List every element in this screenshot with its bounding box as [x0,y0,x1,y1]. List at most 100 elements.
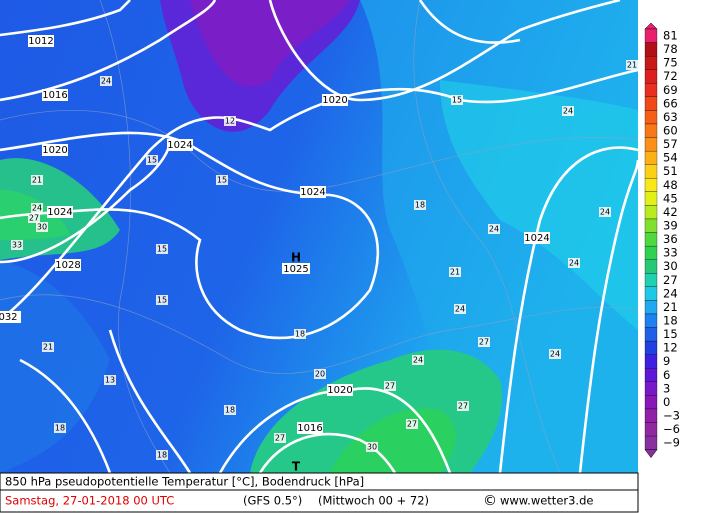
colorbar-label: 78 [663,42,678,56]
colorbar-swatch [644,164,658,179]
colorbar-swatch [644,300,658,315]
colorbar-swatch [644,218,658,233]
temp-label: 15 [452,96,462,105]
temp-label-bg [599,207,611,217]
temp-label-bg [384,381,396,391]
colorbar-label: 30 [663,259,678,273]
temp-label-bg [36,222,48,232]
temp-label-bg [412,355,424,365]
temp-label-bg [314,369,326,379]
temp-label: 18 [295,330,305,339]
isobar-label-bg [327,384,353,396]
colorbar-label: 66 [663,96,678,110]
isobar-label: 1020 [327,385,352,396]
isobar-label: 1012 [28,36,53,47]
temp-label: 24 [569,259,579,268]
temp-label-bg [414,200,426,210]
temp-label-bg [104,375,116,385]
colorbar-label: 60 [663,123,678,137]
temp-label-bg [156,295,168,305]
low-symbol: T [292,460,301,474]
temp-label: 24 [600,208,610,217]
colorbar-label: 45 [663,191,678,205]
colorbar-swatch [644,381,658,396]
colorbar-label: 75 [663,56,678,70]
temp-label: 18 [55,424,65,433]
colorbar-swatch [644,191,658,206]
isobar-label-bg [42,89,68,101]
footer-run: (Mittwoch 00 + 72) [318,494,429,508]
isobar-label: 1016 [42,90,67,101]
temp-label: 24 [550,350,560,359]
colorbar-swatch [644,273,658,287]
temp-label: 30 [37,223,47,232]
colorbar-label: 0 [663,395,670,409]
colorbar-label: 54 [663,151,678,165]
high-symbol: H [291,251,301,265]
temp-label: 27 [407,420,417,429]
colorbar-swatch [644,83,658,97]
colorbar-swatch [644,340,658,355]
colorbar-label: 42 [663,205,678,219]
temp-label: 15 [147,156,157,165]
temp-label-bg [626,60,638,70]
temp-label-bg [478,337,490,347]
colorbar-label: 36 [663,232,678,246]
footer-box [0,472,639,513]
temp-label-bg [549,349,561,359]
footer-copyright: © [483,493,497,509]
temp-label-bg [451,95,463,105]
colorbar-label: 69 [663,83,678,97]
temp-label-bg [224,405,236,415]
isobar-label-bg [297,422,323,434]
temp-label: 13 [105,376,115,385]
high-value: 1025 [283,264,308,275]
colorbar-label: 63 [663,110,678,124]
temp-label: 18 [415,201,425,210]
temp-label-bg [224,116,236,126]
temp-label-bg [31,175,43,185]
colorbar-label: −6 [663,422,680,436]
footer-title: 850 hPa pseudopotentielle Temperatur [°C… [5,475,364,489]
colorbar-swatch [644,327,658,342]
colorbar-label: 27 [663,273,678,287]
temp-label-bg [488,224,500,234]
temp-label: 18 [157,451,167,460]
temp-label: 15 [217,176,227,185]
temp-label: 27 [458,402,468,411]
isobar-label-bg [55,259,81,271]
isobar-label-bg [300,186,326,198]
colorbar-swatch [644,313,658,328]
temp-label: 30 [367,443,377,452]
temp-label-bg [156,244,168,254]
temp-label-bg [449,267,461,277]
colorbar-swatch [644,96,658,111]
temp-label-bg [366,442,378,452]
colorbar-label: 48 [663,178,678,192]
isobar-label-bg [42,144,68,156]
colorbar-swatch [644,259,658,274]
colorbar-label: 33 [663,246,678,260]
temp-label: 18 [225,406,235,415]
isobar-label: 1020 [42,145,67,156]
colorbar-swatch [644,55,658,70]
colorbar-label: 24 [663,286,678,300]
temp-label: 24 [101,77,111,86]
temp-label: 21 [450,268,460,277]
footer-site: www.wetter3.de [500,494,593,508]
map-area [0,0,640,474]
colorbar-swatch [644,150,658,165]
isobar-label: 1020 [322,95,347,106]
temp-label-bg [406,419,418,429]
isobar-label: 1024 [300,187,325,198]
temp-label-bg [31,203,43,213]
colorbar-label: 6 [663,368,670,382]
colorbar-label: −9 [663,436,680,450]
footer-model: (GFS 0.5°) [243,494,302,508]
colorbar-swatch [644,123,658,138]
temp-label-bg [42,342,54,352]
high-value-bg [282,263,310,274]
isobar-label-bg [28,35,54,47]
temp-label-bg [54,423,66,433]
colorbar-label: 3 [663,381,670,395]
